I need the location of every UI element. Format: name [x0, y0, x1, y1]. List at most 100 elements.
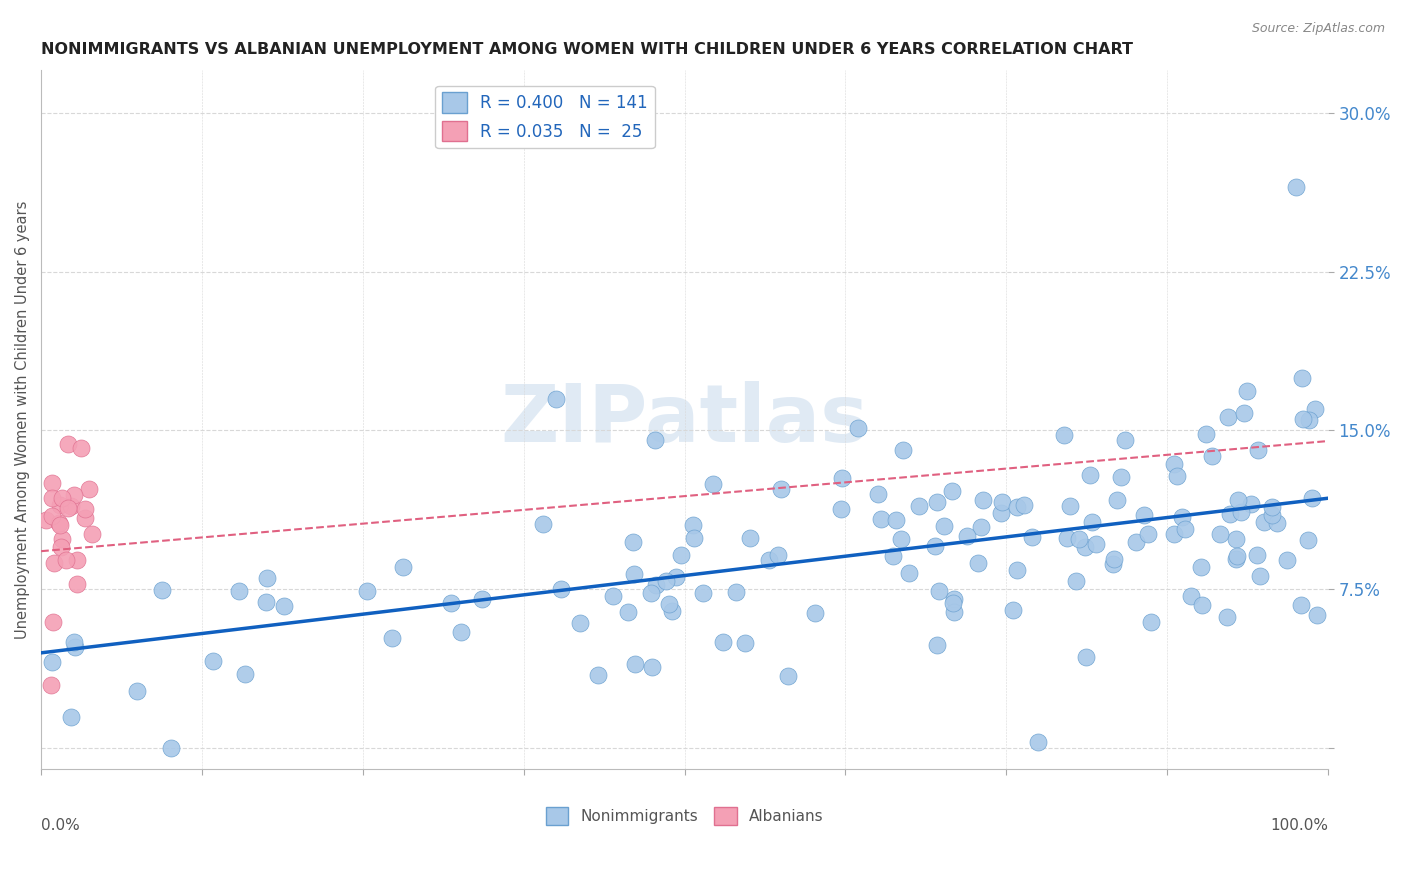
Point: [661, 603, 683, 617]
Point: [702, 476, 724, 491]
Point: [1201, 449, 1223, 463]
Point: [1107, 493, 1129, 508]
Point: [41, 509, 63, 524]
Point: [1180, 589, 1202, 603]
Point: [254, 595, 277, 609]
Point: [1246, 548, 1268, 562]
Point: [544, 392, 567, 406]
Point: [1078, 467, 1101, 482]
Point: [1225, 532, 1247, 546]
Point: [734, 636, 756, 650]
Point: [51, 491, 73, 506]
Point: [49, 541, 72, 555]
Point: [51, 532, 73, 546]
Point: [1249, 569, 1271, 583]
Text: 100.0%: 100.0%: [1270, 818, 1327, 833]
Point: [640, 660, 662, 674]
Point: [1265, 516, 1288, 531]
Point: [1053, 427, 1076, 442]
Point: [770, 482, 793, 496]
Point: [1102, 552, 1125, 566]
Point: [1012, 498, 1035, 512]
Point: [55, 553, 77, 567]
Point: [1253, 515, 1275, 529]
Point: [1174, 522, 1197, 536]
Point: [79, 483, 101, 497]
Point: [569, 616, 592, 631]
Point: [1166, 469, 1188, 483]
Point: [1306, 608, 1329, 623]
Point: [658, 597, 681, 611]
Point: [868, 487, 890, 501]
Point: [550, 582, 572, 597]
Point: [63, 487, 86, 501]
Point: [1216, 410, 1239, 425]
Point: [990, 506, 1012, 520]
Point: [738, 531, 761, 545]
Point: [1261, 500, 1284, 515]
Point: [48, 516, 70, 530]
Point: [1081, 515, 1104, 529]
Point: [1076, 650, 1098, 665]
Point: [150, 583, 173, 598]
Point: [725, 584, 748, 599]
Point: [942, 592, 965, 607]
Point: [160, 741, 183, 756]
Point: [1021, 530, 1043, 544]
Point: [35, 513, 58, 527]
Point: [1296, 533, 1319, 547]
Point: [41, 491, 63, 505]
Point: [941, 483, 963, 498]
Point: [66, 553, 89, 567]
Point: [127, 684, 149, 698]
Point: [1240, 497, 1263, 511]
Point: [73, 511, 96, 525]
Point: [1170, 509, 1192, 524]
Point: [1261, 508, 1284, 522]
Point: [1140, 615, 1163, 629]
Text: 0.0%: 0.0%: [41, 818, 80, 833]
Point: [1069, 532, 1091, 546]
Point: [56, 501, 79, 516]
Point: [711, 634, 734, 648]
Point: [1303, 402, 1326, 417]
Point: [1219, 507, 1241, 521]
Point: [273, 599, 295, 614]
Point: [1111, 470, 1133, 484]
Point: [846, 421, 869, 435]
Point: [59, 499, 82, 513]
Point: [869, 512, 891, 526]
Point: [41, 476, 63, 491]
Point: [392, 559, 415, 574]
Text: NONIMMIGRANTS VS ALBANIAN UNEMPLOYMENT AMONG WOMEN WITH CHILDREN UNDER 6 YEARS C: NONIMMIGRANTS VS ALBANIAN UNEMPLOYMENT A…: [41, 42, 1133, 57]
Point: [1291, 370, 1313, 384]
Point: [1233, 406, 1256, 420]
Point: [1005, 563, 1028, 577]
Point: [1301, 491, 1323, 506]
Point: [1225, 549, 1247, 563]
Point: [897, 566, 920, 580]
Point: [831, 471, 853, 485]
Point: [201, 654, 224, 668]
Point: [972, 493, 994, 508]
Point: [1230, 505, 1253, 519]
Point: [1125, 535, 1147, 549]
Point: [640, 585, 662, 599]
Point: [1298, 413, 1320, 427]
Point: [884, 513, 907, 527]
Point: [942, 596, 965, 610]
Point: [1292, 412, 1315, 426]
Point: [450, 625, 472, 640]
Point: [830, 502, 852, 516]
Point: [924, 539, 946, 553]
Point: [49, 517, 72, 532]
Point: [955, 529, 977, 543]
Point: [1066, 574, 1088, 588]
Point: [1028, 735, 1050, 749]
Point: [1074, 540, 1097, 554]
Point: [623, 566, 645, 581]
Point: [586, 667, 609, 681]
Point: [669, 548, 692, 562]
Point: [682, 517, 704, 532]
Point: [41, 615, 63, 630]
